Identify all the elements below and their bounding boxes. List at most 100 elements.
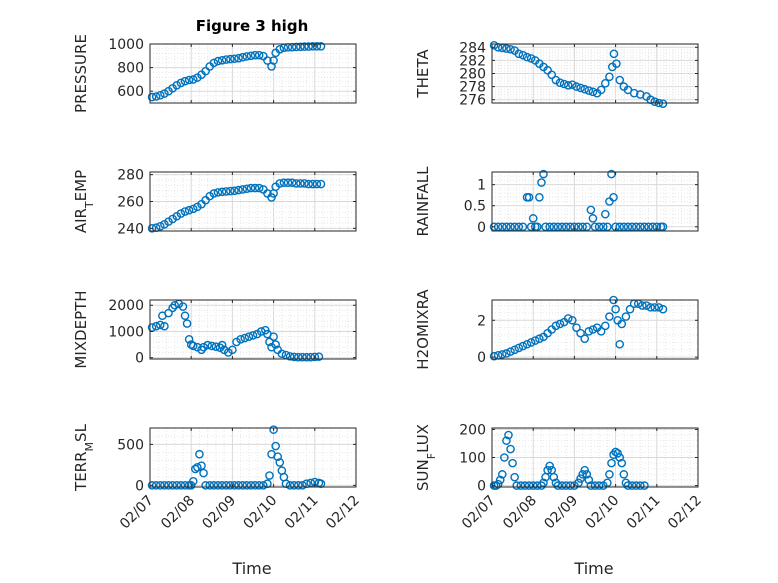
data-point xyxy=(188,476,198,486)
data-point xyxy=(572,323,581,332)
data-point xyxy=(298,352,307,362)
data-point xyxy=(240,333,250,343)
data-point xyxy=(209,481,219,490)
y-tick-label: 276 xyxy=(459,93,486,109)
grid xyxy=(492,44,698,103)
data-point xyxy=(489,351,499,361)
data-point xyxy=(213,481,223,490)
subplot-3: 240 260 280 AIRTEMP xyxy=(72,168,357,237)
data-point xyxy=(586,481,596,490)
data-point xyxy=(250,481,260,490)
data-point xyxy=(596,85,606,95)
data-point xyxy=(242,52,252,61)
x-tick-label: 02/08 xyxy=(500,493,540,533)
subplot-7: 0 500 02/07 02/08 02/09 02/10 02/11 02/12 TERRMS… xyxy=(72,423,363,532)
data-point xyxy=(518,222,528,232)
data-point xyxy=(201,481,210,490)
data-point xyxy=(535,192,544,202)
data-point xyxy=(545,461,554,471)
y-tick-label: 260 xyxy=(117,195,144,211)
y-axis-label: SUNFLUX xyxy=(414,424,438,491)
data-point xyxy=(619,470,629,479)
y-tick-label: 280 xyxy=(459,67,486,83)
data-point xyxy=(590,481,600,490)
data-point xyxy=(199,468,208,478)
data-point xyxy=(267,193,276,202)
data-point xyxy=(314,352,324,361)
data-point xyxy=(576,474,585,483)
data-point xyxy=(155,91,165,100)
y-tick-label: 282 xyxy=(459,53,486,69)
data-point xyxy=(312,179,322,189)
y-tick-label: 600 xyxy=(117,84,144,100)
data-point xyxy=(502,436,511,445)
subplot-4: 0 0.5 1 RAINFALL xyxy=(414,166,699,237)
data-point xyxy=(254,481,264,490)
data-point xyxy=(234,53,243,63)
x-tick-label: 02/11 xyxy=(282,493,322,533)
data-point xyxy=(607,169,616,179)
data-point xyxy=(572,82,581,91)
y-axis-label: RAINFALL xyxy=(414,166,432,237)
data-point xyxy=(186,481,196,490)
data-point xyxy=(254,183,264,193)
data-point xyxy=(211,342,221,351)
data-point xyxy=(497,470,507,479)
y-tick-label: 2 xyxy=(477,313,486,329)
data-point xyxy=(242,184,252,194)
data-point xyxy=(522,52,532,62)
data-point xyxy=(658,99,668,108)
data-point xyxy=(590,222,600,232)
data-point xyxy=(601,209,610,219)
data-point xyxy=(289,352,299,362)
data-point xyxy=(287,178,297,188)
y-tick-label: 1 xyxy=(477,178,486,194)
data-point xyxy=(238,185,247,194)
data-point xyxy=(631,222,641,232)
data-point xyxy=(594,481,604,490)
data-point xyxy=(584,327,594,336)
y-tick-label: 0 xyxy=(477,479,486,495)
data-point xyxy=(269,332,278,342)
data-point xyxy=(275,179,285,188)
data-point xyxy=(296,179,305,188)
subplot-1: 600 800 1000 PRESSURE xyxy=(72,34,357,113)
x-tick-label: 02/10 xyxy=(583,493,623,533)
data-point xyxy=(493,479,503,489)
y-tick-label: 0 xyxy=(477,350,486,366)
data-point xyxy=(289,481,299,490)
data-point xyxy=(304,179,313,189)
x-tick-label: 02/12 xyxy=(665,493,705,533)
data-point xyxy=(160,89,169,98)
data-point xyxy=(271,441,280,451)
data-point xyxy=(615,339,625,349)
x-tick-label: 02/07 xyxy=(459,493,499,533)
data-point xyxy=(642,301,651,310)
data-point xyxy=(526,338,536,347)
y-tick-label: 100 xyxy=(459,451,486,467)
data-point xyxy=(615,453,625,462)
data-point xyxy=(580,334,590,344)
data-point xyxy=(549,472,559,482)
data-point xyxy=(547,70,557,80)
data-point xyxy=(541,222,550,232)
data-point xyxy=(520,481,530,490)
data-point xyxy=(603,478,612,488)
data-point xyxy=(188,75,198,84)
data-point xyxy=(539,169,548,179)
data-point xyxy=(265,471,274,480)
data-point xyxy=(285,481,295,490)
y-tick-label: 240 xyxy=(117,221,144,237)
y-tick-label: 1000 xyxy=(108,37,144,53)
data-point xyxy=(611,447,620,457)
data-point xyxy=(584,86,594,95)
data-point xyxy=(596,327,606,336)
data-point xyxy=(623,222,633,232)
data-point xyxy=(155,481,165,490)
data-point xyxy=(242,481,252,490)
y-tick-label: 280 xyxy=(117,168,144,184)
x-tick-label: 02/08 xyxy=(158,493,198,533)
data-point xyxy=(304,42,313,51)
